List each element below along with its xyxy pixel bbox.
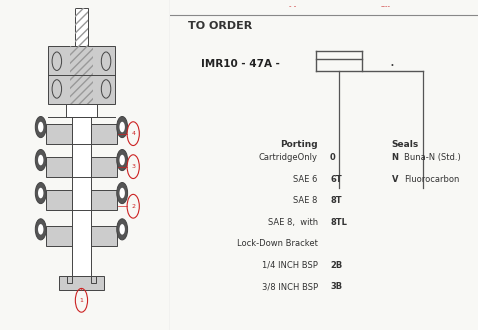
Text: SAE 8,  with: SAE 8, with	[268, 218, 318, 227]
Circle shape	[38, 155, 43, 165]
Bar	[47, 46, 115, 104]
Circle shape	[117, 116, 128, 138]
Text: .: .	[389, 54, 394, 69]
Bar	[66, 104, 97, 117]
Circle shape	[35, 182, 46, 204]
Bar	[67, 276, 72, 283]
Bar	[91, 190, 117, 210]
Bar	[91, 276, 96, 283]
Circle shape	[120, 224, 125, 235]
Circle shape	[35, 149, 46, 171]
Text: 3/8 INCH BSP: 3/8 INCH BSP	[261, 282, 318, 291]
Circle shape	[117, 149, 128, 171]
Bar	[46, 226, 72, 246]
Circle shape	[120, 155, 125, 165]
Text: - -: - -	[289, 3, 297, 9]
Bar	[91, 157, 117, 177]
Text: 8TL: 8TL	[330, 218, 347, 227]
Circle shape	[38, 188, 43, 198]
Text: 3B: 3B	[330, 282, 342, 291]
Text: SAE 8: SAE 8	[293, 196, 318, 205]
Bar	[46, 190, 72, 210]
Circle shape	[120, 122, 125, 132]
Circle shape	[117, 219, 128, 240]
Text: Porting: Porting	[280, 140, 318, 149]
Bar	[75, 8, 88, 46]
Circle shape	[120, 188, 125, 198]
Text: 2B: 2B	[330, 261, 342, 270]
Text: 0: 0	[330, 153, 336, 162]
Text: TO ORDER: TO ORDER	[188, 21, 252, 31]
Text: 1: 1	[79, 298, 83, 303]
Text: 8T: 8T	[330, 196, 342, 205]
Text: ----: ----	[380, 3, 391, 9]
Text: Seals: Seals	[391, 140, 419, 149]
Bar	[46, 157, 72, 177]
Text: Lock-Down Bracket: Lock-Down Bracket	[237, 239, 318, 248]
Text: Buna-N (Std.): Buna-N (Std.)	[404, 153, 461, 162]
Text: Fluorocarbon: Fluorocarbon	[404, 175, 459, 184]
Text: 4: 4	[131, 131, 135, 136]
Bar	[91, 124, 117, 144]
Bar	[72, 117, 91, 276]
Circle shape	[117, 182, 128, 204]
Bar	[46, 124, 72, 144]
Circle shape	[35, 219, 46, 240]
Bar	[59, 276, 104, 290]
Text: 6T: 6T	[330, 175, 342, 184]
Text: 2: 2	[131, 204, 135, 209]
Text: IMR10 - 47A -: IMR10 - 47A -	[201, 59, 280, 69]
Text: N: N	[391, 153, 399, 162]
Text: V: V	[391, 175, 398, 184]
Circle shape	[38, 122, 43, 132]
Text: 1/4 INCH BSP: 1/4 INCH BSP	[262, 261, 318, 270]
Bar	[91, 226, 117, 246]
Text: 3: 3	[131, 164, 135, 169]
Text: CartridgeOnly: CartridgeOnly	[259, 153, 318, 162]
Text: SAE 6: SAE 6	[293, 175, 318, 184]
Circle shape	[35, 116, 46, 138]
Circle shape	[38, 224, 43, 235]
